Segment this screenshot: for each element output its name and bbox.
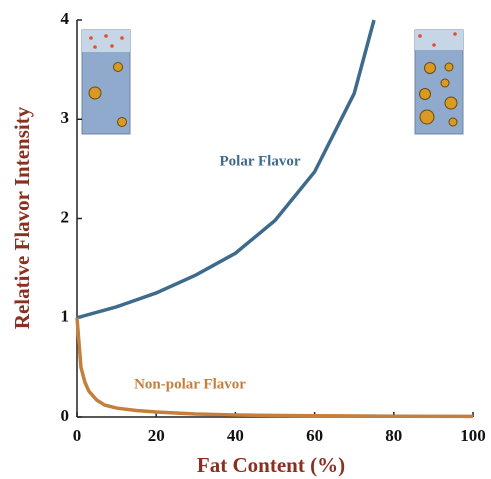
series-label: Polar Flavor [220, 153, 301, 169]
inset-left [81, 29, 131, 135]
x-tick-label: 20 [148, 426, 165, 445]
inset-right [414, 29, 464, 135]
line [76, 19, 376, 320]
y-tick-label: 0 [61, 406, 70, 425]
x-tick-label: 60 [306, 426, 323, 445]
line [75, 317, 474, 419]
x-axis-title: Fat Content (%) [197, 453, 345, 477]
y-tick-label: 3 [61, 108, 70, 127]
y-tick-label: 1 [61, 307, 70, 326]
x-tick-label: 100 [460, 426, 486, 445]
x-tick-label: 80 [385, 426, 402, 445]
series-label: Non-polar Flavor [134, 376, 246, 392]
y-tick-label: 4 [61, 9, 70, 28]
y-tick-label: 2 [61, 207, 70, 226]
y-axis-title: Relative Flavor Intensity [10, 106, 34, 329]
x-tick-label: 0 [73, 426, 82, 445]
x-tick-label: 40 [227, 426, 244, 445]
